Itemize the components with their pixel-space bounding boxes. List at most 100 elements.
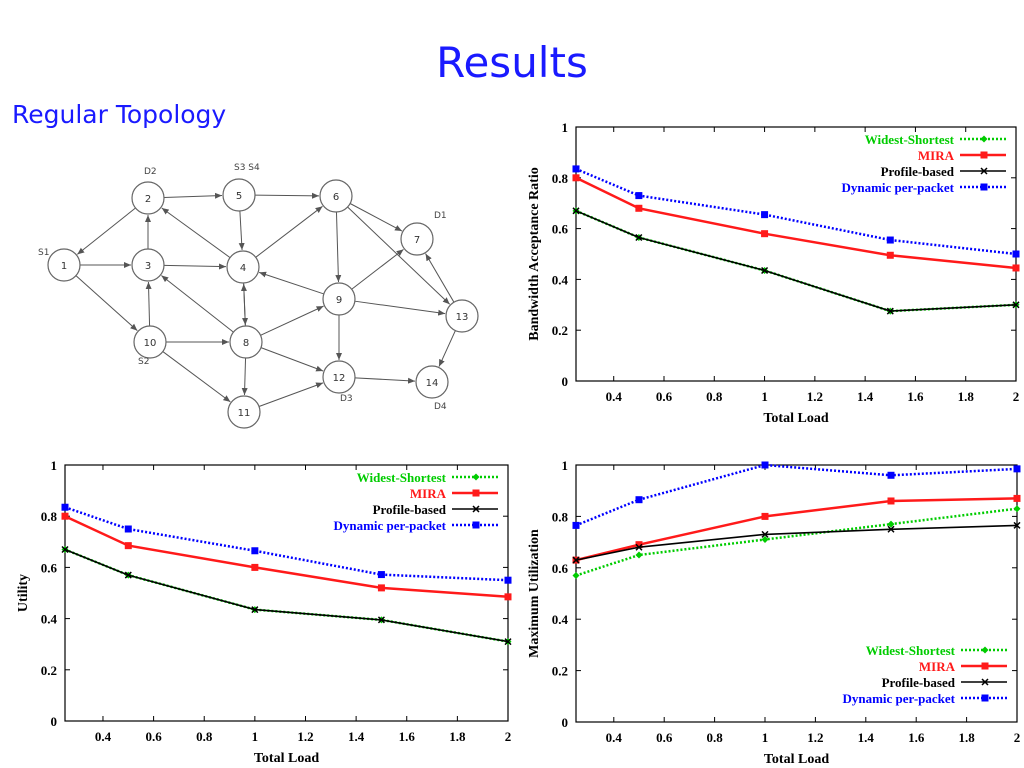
topology-edges bbox=[75, 192, 456, 407]
y-tick-label: 1 bbox=[562, 458, 569, 473]
data-point bbox=[980, 183, 988, 191]
x-tick-label: 1.4 bbox=[858, 730, 875, 745]
topology-edge bbox=[254, 192, 320, 199]
topology-edge bbox=[425, 253, 455, 303]
series-dynamic-per-packet bbox=[61, 503, 512, 584]
plot-frame bbox=[64, 464, 509, 722]
data-point bbox=[1013, 505, 1021, 513]
data-point bbox=[1013, 521, 1021, 529]
data-point bbox=[635, 551, 643, 559]
data-point bbox=[886, 307, 894, 315]
data-point bbox=[251, 547, 259, 555]
topology-edge bbox=[75, 275, 138, 332]
legend-label: Profile-based bbox=[373, 502, 447, 517]
data-point bbox=[761, 530, 769, 538]
data-point bbox=[981, 678, 989, 686]
y-tick-label: 0 bbox=[51, 714, 58, 729]
topology-edge bbox=[258, 382, 324, 407]
plot-frame bbox=[575, 464, 1018, 723]
slide-title: Results bbox=[436, 38, 588, 87]
legend-label: Dynamic per-packet bbox=[333, 518, 446, 533]
data-point bbox=[761, 211, 769, 219]
node-label: 5 bbox=[236, 191, 242, 202]
data-point bbox=[251, 606, 259, 614]
y-tick-label: 0.8 bbox=[552, 171, 569, 186]
y-tick-label: 0 bbox=[562, 374, 569, 389]
x-tick-label: 1.6 bbox=[907, 389, 924, 404]
x-tick-label: 1.2 bbox=[807, 730, 823, 745]
legend-label: Widest-Shortest bbox=[865, 132, 955, 147]
data-point bbox=[572, 174, 580, 182]
legend-label: Profile-based bbox=[881, 164, 955, 179]
topology-edge bbox=[354, 377, 416, 384]
data-point bbox=[1013, 494, 1021, 502]
data-point bbox=[635, 541, 643, 549]
legend-entry: Profile-based bbox=[373, 502, 498, 517]
legend-entry: MIRA bbox=[919, 659, 1007, 674]
x-tick-label: 0.8 bbox=[196, 729, 213, 744]
topology-edge bbox=[349, 203, 403, 232]
data-point bbox=[635, 496, 643, 504]
topology-edge bbox=[351, 248, 404, 290]
node-label: 9 bbox=[336, 295, 342, 306]
y-tick-label: 0.2 bbox=[552, 664, 568, 679]
legend-label: Dynamic per-packet bbox=[841, 180, 954, 195]
topology-edge bbox=[145, 281, 152, 327]
legend-label: Widest-Shortest bbox=[357, 470, 447, 485]
topology-node: 14 bbox=[415, 365, 449, 399]
y-tick-label: 0 bbox=[562, 715, 569, 730]
data-point bbox=[472, 489, 480, 497]
x-tick-label: 1.4 bbox=[348, 729, 365, 744]
topology-node: 13 bbox=[445, 299, 479, 333]
series-line bbox=[64, 506, 509, 582]
series-mira bbox=[61, 512, 512, 601]
topology-node: 1 bbox=[47, 248, 81, 282]
data-point bbox=[572, 207, 580, 215]
x-tick-label: 1.4 bbox=[857, 389, 874, 404]
topology-edge bbox=[255, 205, 323, 258]
data-point bbox=[1013, 465, 1021, 473]
data-point bbox=[472, 505, 480, 513]
data-point bbox=[61, 512, 69, 520]
topology-node: 6 bbox=[319, 179, 353, 213]
data-point bbox=[635, 204, 643, 212]
topology-edge bbox=[438, 330, 456, 367]
topology-edge bbox=[347, 206, 451, 305]
legend-entry: Widest-Shortest bbox=[865, 132, 1006, 147]
x-tick-label: 2 bbox=[505, 729, 512, 744]
topology-node: 9 bbox=[322, 282, 356, 316]
data-point bbox=[124, 525, 132, 533]
topology-node: 2 bbox=[131, 181, 165, 215]
x-tick-label: 0.4 bbox=[606, 389, 623, 404]
legend-entry: Profile-based bbox=[882, 675, 1007, 690]
y-tick-label: 0.6 bbox=[41, 560, 58, 575]
y-tick-label: 1 bbox=[562, 120, 569, 135]
data-point bbox=[124, 542, 132, 550]
legend-entry: Dynamic per-packet bbox=[842, 691, 1007, 706]
topology-edge bbox=[163, 263, 227, 270]
node-label: 4 bbox=[240, 263, 246, 274]
node-label: 6 bbox=[333, 192, 339, 203]
topology-node: 10 bbox=[133, 325, 167, 359]
data-point bbox=[124, 571, 132, 579]
data-point bbox=[887, 497, 895, 505]
topology-edge bbox=[258, 271, 324, 295]
x-tick-label: 0.6 bbox=[656, 389, 673, 404]
y-tick-label: 0.6 bbox=[552, 561, 569, 576]
y-tick-label: 0.8 bbox=[552, 509, 569, 524]
data-point bbox=[761, 536, 769, 544]
legend-entry: Profile-based bbox=[881, 164, 1006, 179]
topology-edge bbox=[161, 275, 234, 333]
data-point bbox=[887, 525, 895, 533]
data-point bbox=[1012, 250, 1020, 258]
data-point bbox=[472, 473, 480, 481]
x-tick-label: 0.4 bbox=[606, 730, 623, 745]
node-label: 3 bbox=[145, 261, 151, 272]
legend-entry: Widest-Shortest bbox=[866, 643, 1007, 658]
series-line bbox=[575, 167, 1017, 256]
topology-edge bbox=[238, 210, 245, 251]
series-dynamic-per-packet bbox=[572, 461, 1021, 529]
y-tick-label: 0.4 bbox=[552, 612, 569, 627]
legend-entry: Dynamic per-packet bbox=[841, 180, 1006, 195]
